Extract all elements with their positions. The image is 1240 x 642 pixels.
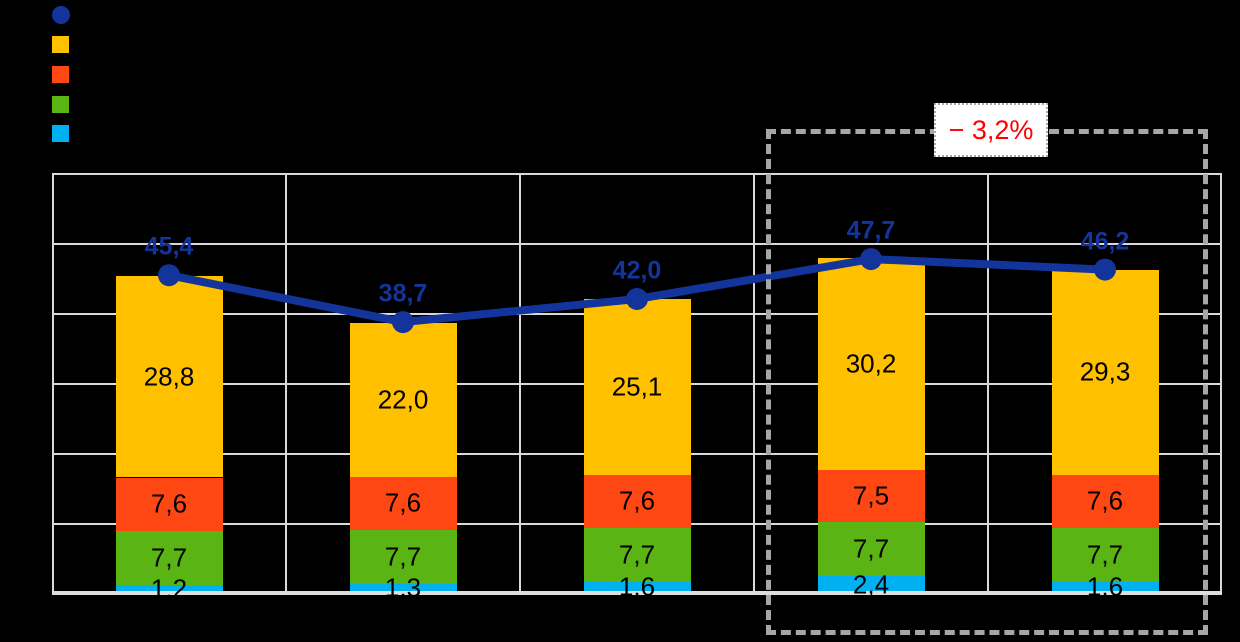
line-value-label: 46,2 (1080, 227, 1130, 256)
bar-1-segment-yellow (115, 275, 223, 478)
line-marker (860, 248, 882, 271)
segment-value-label: 7,7 (852, 533, 890, 564)
line-value-label: 45,4 (144, 232, 194, 261)
segment-value-label: 7,7 (150, 542, 188, 573)
highlight-label-text: − 3,2% (948, 114, 1034, 145)
line-total-legend-circle-icon (52, 6, 70, 24)
segment-value-label: 7,5 (852, 480, 890, 511)
bar-3-segment-yellow (583, 299, 691, 475)
bar-4-segment-yellow (817, 258, 925, 470)
gridline-horizontal (54, 243, 1220, 245)
segment-value-label: 28,8 (143, 361, 195, 392)
bar-4-segment-orangered (817, 469, 925, 523)
segment-value-label: 1,6 (1086, 571, 1124, 602)
bar-3-segment-lightblue (583, 581, 691, 593)
segment-value-label: 25,1 (611, 371, 663, 402)
line-value-label: 38,7 (378, 279, 428, 308)
bar-2-segment-yellow (349, 322, 457, 477)
legend-item-line-total (52, 6, 70, 24)
segment-value-label: 7,6 (618, 485, 656, 516)
segment-value-label: 7,6 (150, 488, 188, 519)
segment-value-label: 1,6 (618, 571, 656, 602)
bar-4-segment-green (817, 522, 925, 577)
bar-5-segment-lightblue (1051, 581, 1159, 593)
gridline-vertical (519, 175, 521, 591)
segment-value-label: 7,7 (618, 539, 656, 570)
bar-5-segment-orangered (1051, 474, 1159, 528)
segment-value-label: 7,7 (384, 541, 422, 572)
segment-value-label: 7,6 (1086, 485, 1124, 516)
legend-item-segment-lightblue (52, 125, 69, 142)
gridline-vertical (285, 175, 287, 591)
segment-orangered-legend-square-icon (52, 66, 69, 83)
segment-value-label: 7,7 (1086, 539, 1124, 570)
bar-1-segment-green (115, 530, 223, 585)
bar-4-segment-lightblue (817, 576, 925, 593)
highlight-dashed-box (766, 129, 1208, 635)
segment-value-label: 1,3 (384, 572, 422, 603)
line-marker (392, 311, 414, 334)
segment-value-label: 1,2 (150, 573, 188, 604)
legend-item-segment-green (52, 96, 69, 113)
line-value-label: 42,0 (612, 256, 662, 285)
segment-value-label: 7,6 (384, 487, 422, 518)
bar-1-segment-orangered (115, 477, 223, 531)
segment-value-label: 29,3 (1079, 356, 1131, 387)
line-marker (626, 288, 648, 310)
segment-yellow-legend-square-icon (52, 36, 69, 53)
gridline-vertical (987, 175, 989, 591)
bar-2-segment-green (349, 530, 457, 584)
x-axis-line (52, 591, 1222, 595)
bar-2-segment-lightblue (349, 583, 457, 593)
line-marker (158, 264, 180, 287)
segment-green-legend-square-icon (52, 96, 69, 113)
legend-item-segment-orangered (52, 66, 69, 83)
gridline-vertical (753, 175, 755, 591)
segment-value-label: 30,2 (845, 348, 897, 379)
highlight-label-box: − 3,2% (934, 103, 1048, 157)
segment-value-label: 2,4 (852, 569, 890, 600)
bar-2-segment-orangered (349, 476, 457, 530)
line-value-label: 47,7 (846, 216, 896, 245)
segment-lightblue-legend-square-icon (52, 125, 69, 142)
bar-3-segment-orangered (583, 474, 691, 528)
bar-5-segment-green (1051, 527, 1159, 582)
bar-5-segment-yellow (1051, 269, 1159, 475)
bar-3-segment-green (583, 527, 691, 582)
bar-1-segment-lightblue (115, 584, 223, 593)
legend-item-segment-yellow (52, 36, 69, 53)
segment-value-label: 22,0 (377, 384, 429, 415)
line-marker (1094, 258, 1116, 281)
